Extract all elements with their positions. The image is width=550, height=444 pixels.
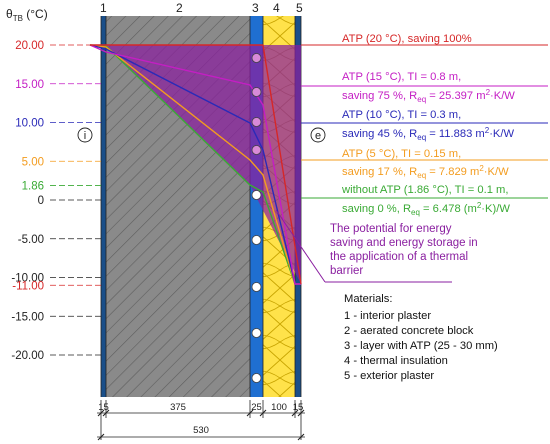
materials-heading: Materials: xyxy=(344,293,393,305)
dimension-label: 15 xyxy=(293,402,304,413)
atp-marker xyxy=(251,373,262,383)
dimension-label: 15 xyxy=(98,402,109,413)
atp-marker xyxy=(251,282,262,292)
dimension-label: 375 xyxy=(170,402,186,413)
tick-label: -11.00 xyxy=(12,280,44,292)
tick-label: -20.00 xyxy=(11,350,44,362)
dimension-label: 100 xyxy=(271,402,287,413)
tick-label: -5.00 xyxy=(18,234,44,246)
potential-line-3: the application of a thermal xyxy=(330,251,468,263)
layer-number-4: 4 xyxy=(273,1,280,15)
annotation-atp20: ATP (20 °C), saving 100% xyxy=(342,33,472,45)
tick-label: 0 xyxy=(38,195,44,207)
atp-marker xyxy=(251,53,262,63)
potential-line-2: saving and energy storage in xyxy=(330,237,478,249)
layer-number-1: 1 xyxy=(100,1,107,15)
atp-marker xyxy=(251,117,262,127)
potential-annotation: The potential for energy saving and ener… xyxy=(275,209,478,283)
material-item: 4 - thermal insulation xyxy=(344,355,448,367)
layer-interior-plaster xyxy=(101,16,106,397)
temperature-profiles xyxy=(89,44,302,285)
annotation-atp5-line1: ATP (5 °C), TI = 0.15 m, xyxy=(342,148,461,160)
tick-label: 15.00 xyxy=(15,79,44,91)
dimension-label: 25 xyxy=(251,402,262,413)
material-item: 1 - interior plaster xyxy=(344,310,431,322)
annotation-atp10-line1: ATP (10 °C), TI = 0.3 m, xyxy=(342,109,461,121)
dimension-lines: 15 375 25 100 15 530 xyxy=(97,400,305,441)
layer-number-3: 3 xyxy=(252,1,259,15)
layer-number-5: 5 xyxy=(296,1,303,15)
annotation-noatp-line2: saving 0 %, Req = 6.478 (m2·K)/W xyxy=(342,201,510,217)
materials-legend: Materials: 1 - interior plaster 2 - aera… xyxy=(344,293,498,382)
annotation-atp5-line2: saving 17 %, Req = 7.829 m2·K/W xyxy=(342,164,509,180)
annotation-noatp-line1: without ATP (1.86 °C), TI = 0.1 m, xyxy=(341,184,508,196)
dimension-total: 530 xyxy=(193,425,209,436)
atp-marker xyxy=(251,145,262,155)
tick-label: 5.00 xyxy=(22,156,44,168)
layer-number-2: 2 xyxy=(176,1,183,15)
tick-label: 10.00 xyxy=(15,118,44,130)
annotation-atp15-line2: saving 75 %, Req = 25.397 m2·K/W xyxy=(342,88,515,104)
axis-title: θTB (°C) xyxy=(6,7,48,23)
profile-atp20 xyxy=(90,44,302,285)
layer-numbers: 1 2 3 4 5 xyxy=(100,1,303,15)
exterior-label: e xyxy=(315,130,321,142)
tick-label: 20.00 xyxy=(15,40,44,52)
atp-marker xyxy=(251,235,262,245)
axis-ticks: 20.00 15.00 10.00 5.00 1.86 0 -5.00 -10.00-11.0… xyxy=(11,40,101,362)
energy-potential-region xyxy=(90,45,301,284)
material-item: 3 - layer with ATP (25 - 30 mm) xyxy=(344,340,498,352)
potential-line-1: The potential for energy xyxy=(330,223,452,235)
material-item: 5 - exterior plaster xyxy=(344,370,434,382)
atp-marker xyxy=(251,87,262,97)
material-item: 2 - aerated concrete block xyxy=(344,325,474,337)
tick-label: -15.00 xyxy=(11,311,44,323)
atp-marker xyxy=(251,190,262,200)
potential-line-4: barrier xyxy=(330,265,363,277)
atp-marker xyxy=(251,328,262,338)
tick-label: -10.00 xyxy=(11,273,44,285)
annotations: ATP (20 °C), saving 100% ATP (15 °C), TI… xyxy=(301,33,548,217)
annotation-atp15-line1: ATP (15 °C), TI = 0.8 m, xyxy=(342,71,461,83)
atp-markers xyxy=(251,53,262,383)
interior-label: i xyxy=(84,130,86,142)
annotation-atp10-line2: saving 45 %, Req = 11.883 m2·K/W xyxy=(342,126,514,142)
tick-label: 1.86 xyxy=(22,181,44,193)
side-labels: i e xyxy=(77,127,326,143)
